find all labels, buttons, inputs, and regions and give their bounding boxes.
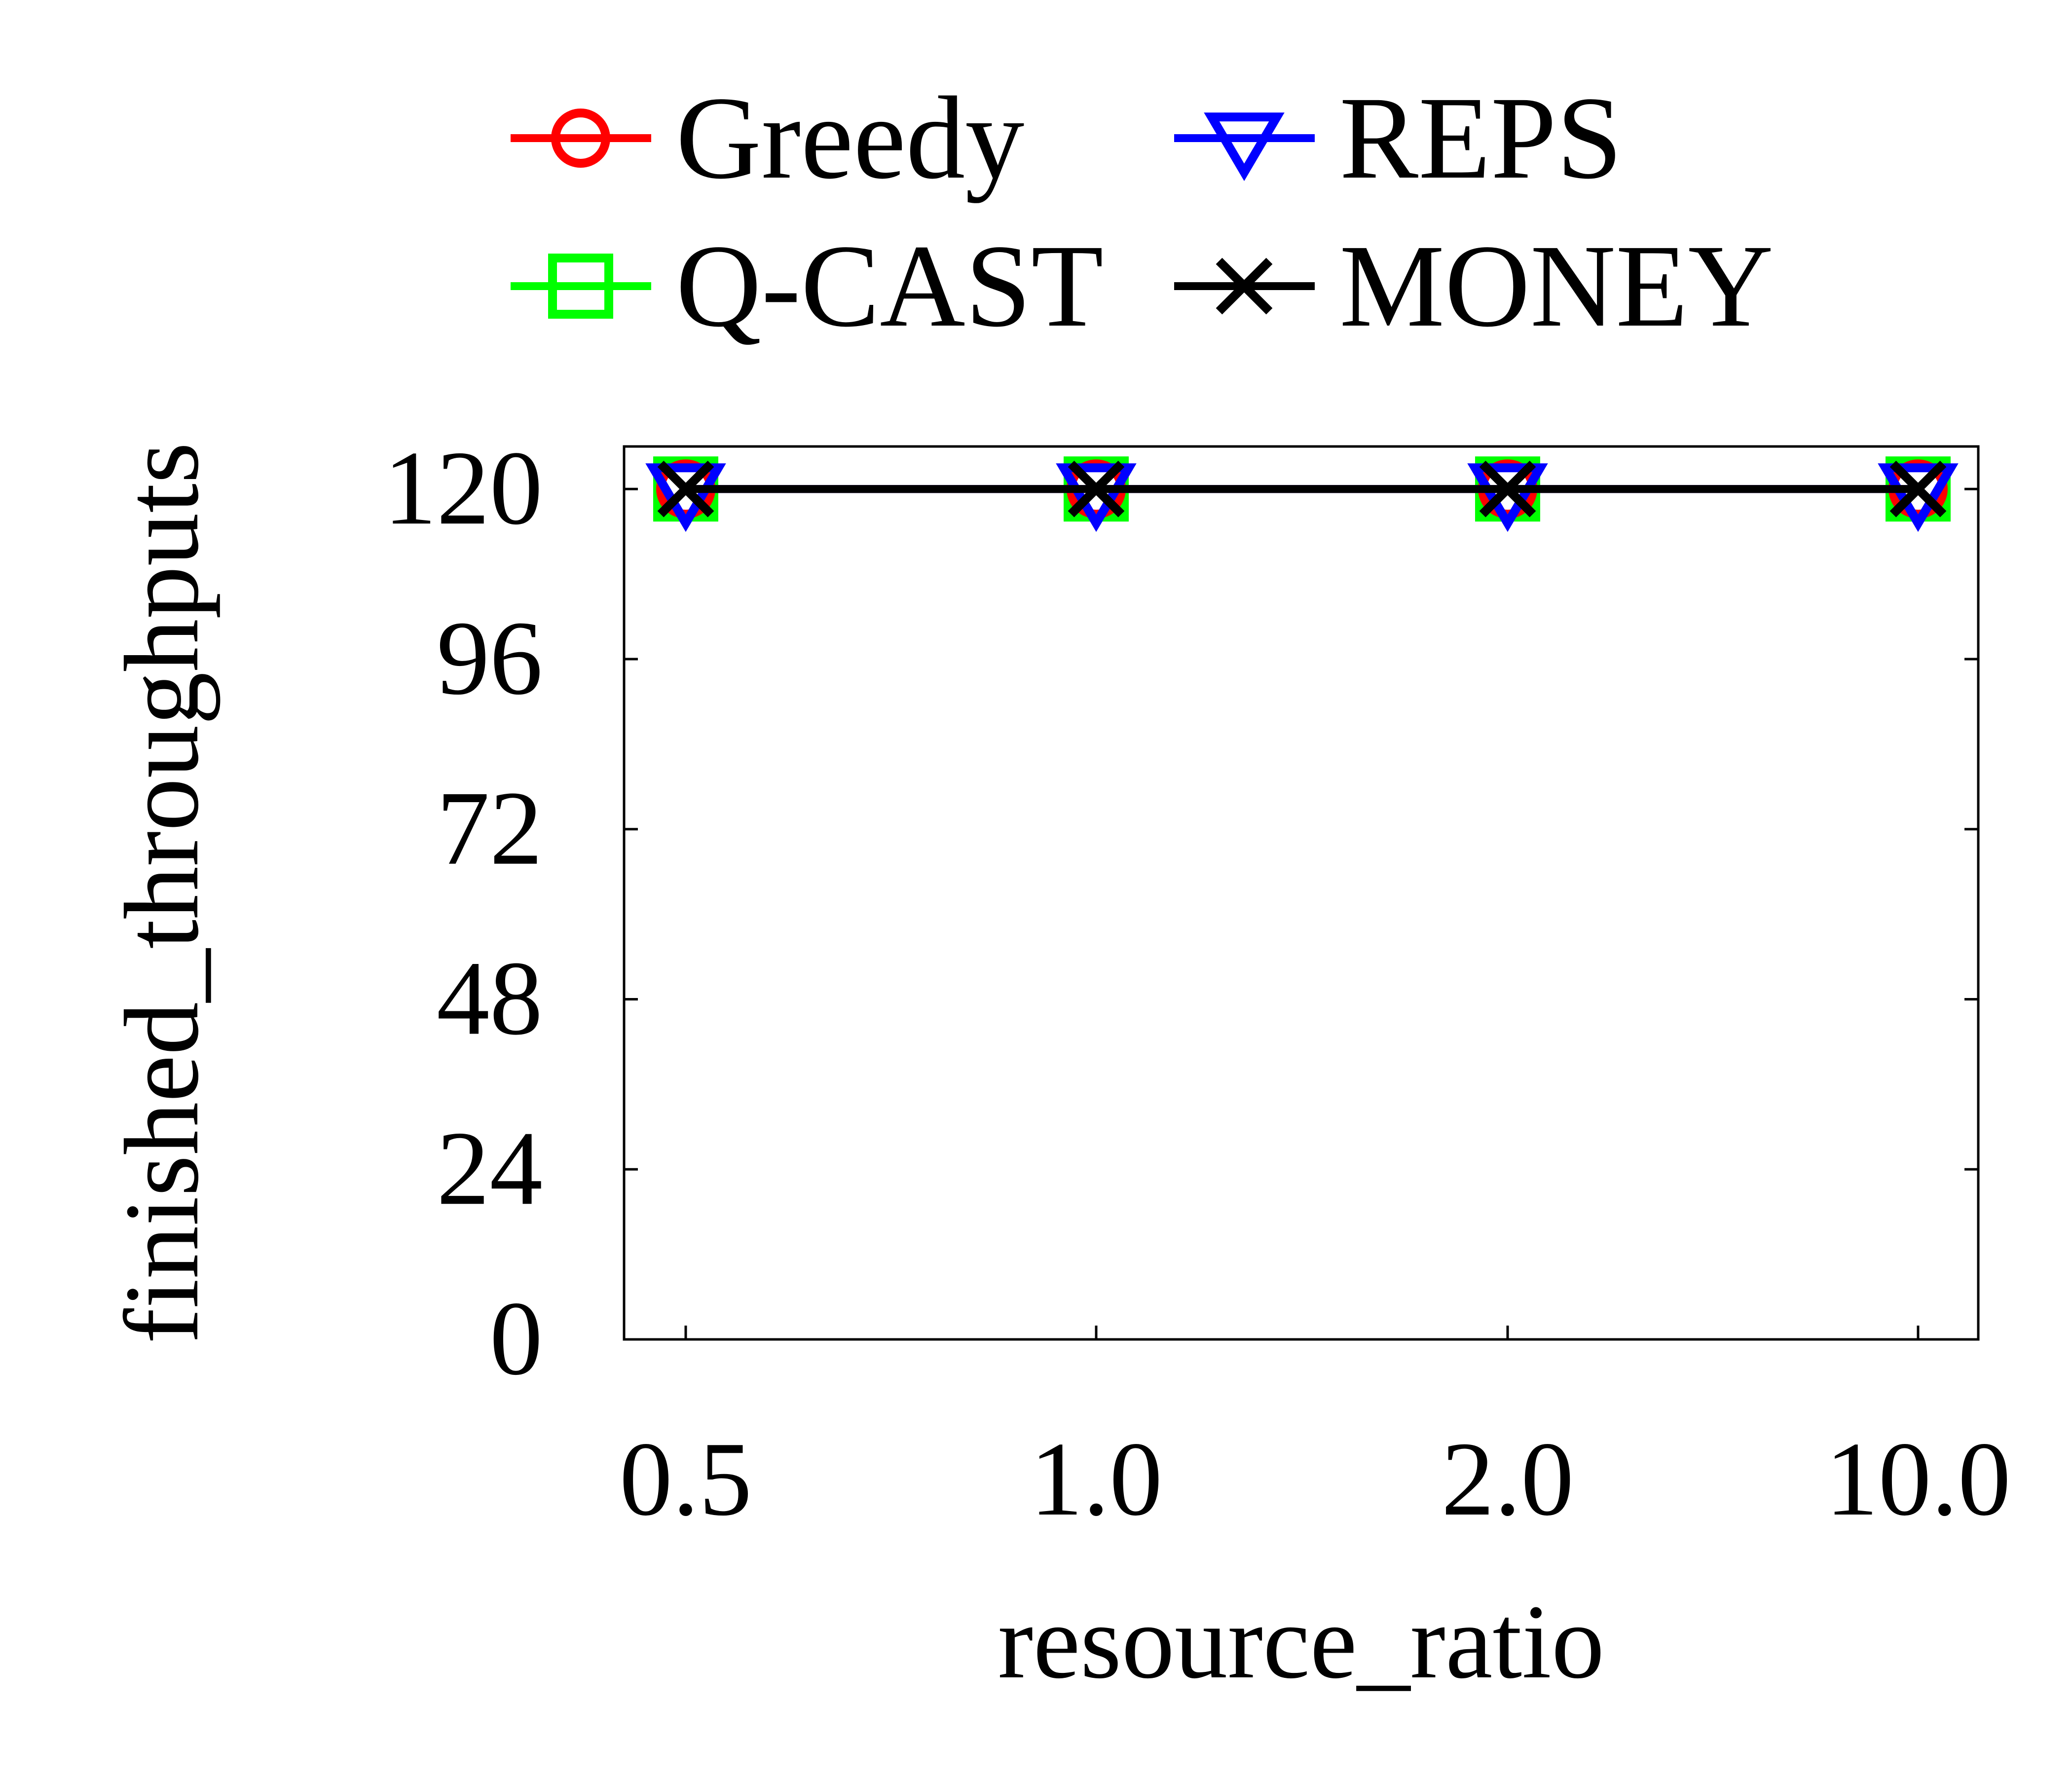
y-tick-label: 96 bbox=[437, 599, 543, 717]
y-axis-label: finished_throughputs bbox=[103, 442, 221, 1343]
legend-marker bbox=[1216, 258, 1273, 315]
series-reps bbox=[645, 463, 1959, 532]
data-point-money bbox=[1889, 460, 1947, 518]
legend: Greedy REPS Q-CAST MONEY bbox=[511, 72, 1774, 351]
legend-label: Greedy bbox=[676, 72, 1024, 203]
series-layer bbox=[645, 456, 1959, 532]
y-axis: 0 24 48 72 96 120 bbox=[384, 429, 1978, 1397]
legend-item-reps: REPS bbox=[1174, 72, 1623, 203]
x-axis: 0.5 1.0 2.0 10.0 bbox=[620, 1326, 2011, 1538]
series-money bbox=[657, 460, 1947, 518]
x-tick-label: 10.0 bbox=[1825, 1420, 2011, 1538]
data-point-money bbox=[657, 460, 714, 518]
legend-item-q-cast: Q-CAST bbox=[511, 220, 1104, 351]
data-point-reps bbox=[1878, 463, 1959, 532]
x-tick-label: 1.0 bbox=[1030, 1420, 1163, 1538]
legend-item-money: MONEY bbox=[1174, 220, 1774, 351]
legend-label: REPS bbox=[1339, 72, 1623, 203]
data-point-reps bbox=[1056, 463, 1137, 532]
legend-marker bbox=[548, 254, 613, 319]
y-tick-label: 48 bbox=[437, 939, 543, 1057]
legend-item-greedy: Greedy bbox=[511, 72, 1024, 203]
y-tick-label: 120 bbox=[384, 429, 543, 547]
x-axis-label: resource_ratio bbox=[998, 1583, 1605, 1701]
legend-label: Q-CAST bbox=[676, 220, 1104, 351]
data-point-money bbox=[1068, 460, 1125, 518]
data-point-money bbox=[1479, 460, 1536, 518]
legend-marker bbox=[1204, 112, 1285, 182]
y-tick-label: 24 bbox=[437, 1109, 543, 1227]
data-point-reps bbox=[1467, 463, 1548, 532]
legend-marker bbox=[551, 109, 610, 168]
y-tick-label: 72 bbox=[437, 769, 543, 887]
plot-area bbox=[623, 445, 1980, 1341]
y-tick-label: 0 bbox=[490, 1279, 543, 1397]
legend-label: MONEY bbox=[1339, 220, 1774, 351]
data-point-reps bbox=[645, 463, 726, 532]
x-tick-label: 2.0 bbox=[1442, 1420, 1574, 1538]
x-tick-label: 0.5 bbox=[620, 1420, 752, 1538]
